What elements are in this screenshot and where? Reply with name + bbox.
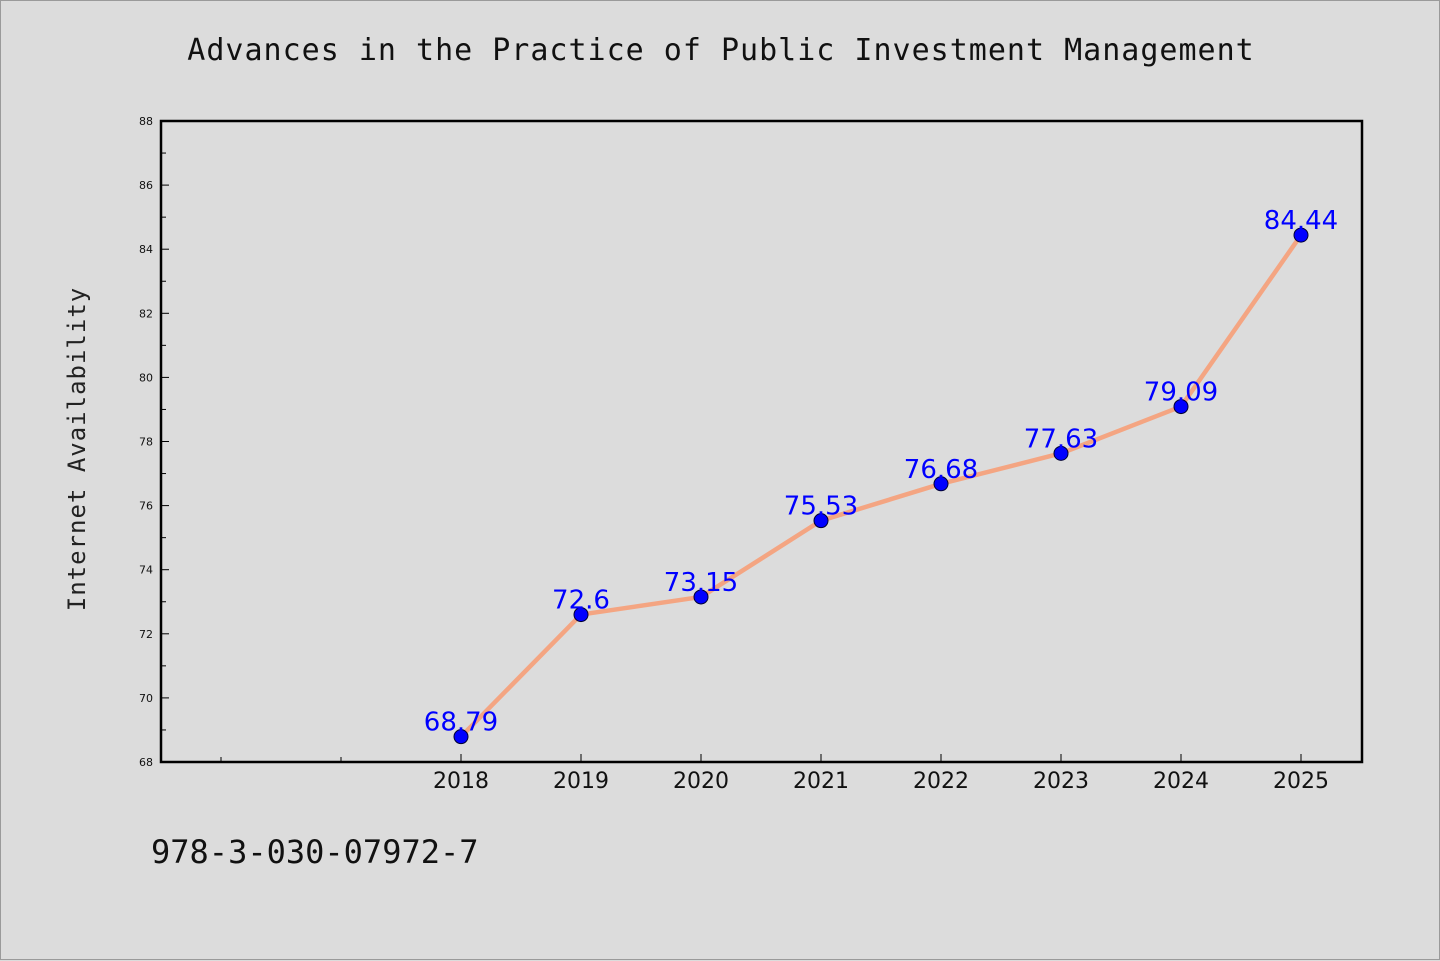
data-point bbox=[1053, 445, 1069, 461]
series-line-group bbox=[458, 232, 1304, 739]
data-label: 73.15 bbox=[664, 568, 738, 598]
x-tick-label: 2018 bbox=[433, 769, 489, 794]
data-points bbox=[453, 227, 1309, 745]
data-label: 76.68 bbox=[904, 455, 978, 485]
data-label: 79.09 bbox=[1144, 378, 1218, 408]
y-tick-label: 78 bbox=[139, 436, 153, 449]
chart-title: Advances in the Practice of Public Inves… bbox=[187, 33, 1255, 68]
plot-frame bbox=[159, 119, 1364, 764]
data-point bbox=[693, 589, 709, 605]
x-tick-label: 2019 bbox=[553, 769, 609, 794]
y-tick-label: 72 bbox=[139, 628, 153, 641]
x-tick-label: 2020 bbox=[673, 769, 729, 794]
x-tick-label: 2021 bbox=[793, 769, 849, 794]
x-tick-label: 2023 bbox=[1033, 769, 1089, 794]
isbn-text: 978-3-030-07972-7 bbox=[151, 833, 479, 871]
data-point bbox=[453, 729, 469, 745]
y-tick-label: 86 bbox=[139, 179, 153, 192]
data-point bbox=[933, 476, 949, 492]
data-point bbox=[813, 513, 829, 529]
data-label: 68.79 bbox=[424, 708, 498, 738]
y-tick-label: 84 bbox=[139, 243, 153, 256]
y-axis-ticks: 68 70 72 74 76 78 80 82 84 86 88 bbox=[139, 115, 169, 769]
y-tick-label: 88 bbox=[139, 115, 153, 128]
data-labels: 68.79 72.6 73.15 75.53 76.68 77.63 79.09 84.44 bbox=[424, 206, 1338, 738]
data-label: 75.53 bbox=[784, 492, 858, 522]
y-tick-label: 82 bbox=[139, 307, 153, 320]
y-tick-label: 74 bbox=[139, 564, 153, 577]
y-tick-label: 68 bbox=[139, 756, 153, 769]
data-label: 84.44 bbox=[1264, 206, 1338, 236]
y-tick-label: 70 bbox=[139, 692, 153, 705]
y-tick-label: 76 bbox=[139, 500, 153, 513]
x-tick-label: 2025 bbox=[1273, 769, 1329, 794]
x-axis-ticks: 2018 2019 2020 2021 2022 2023 2024 2025 bbox=[220, 754, 1329, 794]
data-point bbox=[1173, 399, 1189, 415]
x-tick-label: 2022 bbox=[913, 769, 969, 794]
y-tick-label: 80 bbox=[139, 371, 153, 384]
data-label: 77.63 bbox=[1024, 424, 1098, 454]
series-line bbox=[458, 232, 1304, 739]
data-point bbox=[1293, 227, 1309, 243]
data-point bbox=[573, 607, 589, 623]
data-label: 72.6 bbox=[552, 586, 610, 616]
x-tick-label: 2024 bbox=[1153, 769, 1209, 794]
